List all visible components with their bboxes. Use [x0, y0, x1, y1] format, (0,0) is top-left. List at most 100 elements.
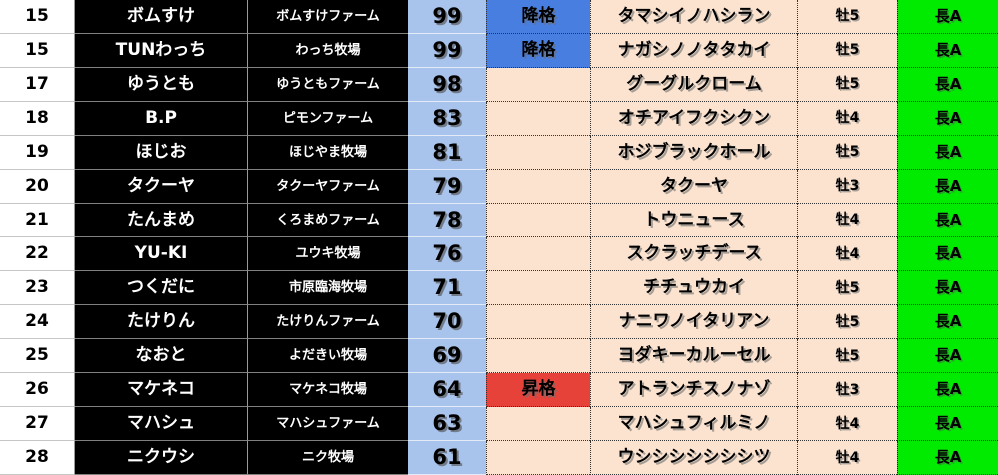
- class-cell[interactable]: 長A: [897, 0, 998, 34]
- class-cell[interactable]: 長A: [897, 33, 998, 68]
- horse-cell[interactable]: ヨダキーカルーセル: [590, 339, 797, 374]
- rank-cell[interactable]: 21: [0, 203, 75, 238]
- status-cell[interactable]: [486, 135, 590, 170]
- score-cell[interactable]: 98: [408, 67, 486, 102]
- owner-cell[interactable]: ゆうとも: [75, 67, 248, 102]
- status-cell[interactable]: [486, 339, 590, 374]
- horse-cell[interactable]: ナニワノイタリアン: [590, 305, 797, 340]
- status-cell[interactable]: [486, 67, 590, 102]
- status-cell[interactable]: [486, 441, 590, 475]
- sex-cell[interactable]: 牡5: [797, 135, 897, 170]
- rank-cell[interactable]: 20: [0, 169, 75, 204]
- farm-cell[interactable]: ピモンファーム: [248, 101, 408, 136]
- sex-cell[interactable]: 牡4: [797, 237, 897, 272]
- owner-cell[interactable]: ニクウシ: [75, 441, 248, 475]
- sex-cell[interactable]: 牡5: [797, 33, 897, 68]
- farm-cell[interactable]: ゆうともファーム: [248, 67, 408, 102]
- sex-cell[interactable]: 牡4: [797, 407, 897, 442]
- score-cell[interactable]: 61: [408, 441, 486, 475]
- owner-cell[interactable]: ボムすけ: [75, 0, 248, 34]
- rank-cell[interactable]: 15: [0, 0, 75, 34]
- score-cell[interactable]: 81: [408, 135, 486, 170]
- farm-cell[interactable]: くろまめファーム: [248, 203, 408, 238]
- owner-cell[interactable]: たんまめ: [75, 203, 248, 238]
- farm-cell[interactable]: よだきい牧場: [248, 339, 408, 374]
- sex-cell[interactable]: 牡4: [797, 101, 897, 136]
- class-cell[interactable]: 長A: [897, 305, 998, 340]
- rank-cell[interactable]: 25: [0, 339, 75, 374]
- farm-cell[interactable]: 市原臨海牧場: [248, 271, 408, 306]
- sex-cell[interactable]: 牡4: [797, 203, 897, 238]
- class-cell[interactable]: 長A: [897, 339, 998, 374]
- horse-cell[interactable]: スクラッチデース: [590, 237, 797, 272]
- rank-cell[interactable]: 22: [0, 237, 75, 272]
- score-cell[interactable]: 64: [408, 373, 486, 408]
- class-cell[interactable]: 長A: [897, 135, 998, 170]
- horse-cell[interactable]: タクーヤ: [590, 169, 797, 204]
- rank-cell[interactable]: 18: [0, 101, 75, 136]
- owner-cell[interactable]: つくだに: [75, 271, 248, 306]
- horse-cell[interactable]: グーグルクローム: [590, 67, 797, 102]
- score-cell[interactable]: 99: [408, 33, 486, 68]
- score-cell[interactable]: 69: [408, 339, 486, 374]
- rank-cell[interactable]: 23: [0, 271, 75, 306]
- farm-cell[interactable]: タクーヤファーム: [248, 169, 408, 204]
- farm-cell[interactable]: ほじやま牧場: [248, 135, 408, 170]
- score-cell[interactable]: 70: [408, 305, 486, 340]
- rank-cell[interactable]: 17: [0, 67, 75, 102]
- status-cell[interactable]: [486, 305, 590, 340]
- farm-cell[interactable]: ニク牧場: [248, 441, 408, 475]
- farm-cell[interactable]: マケネコ牧場: [248, 373, 408, 408]
- horse-cell[interactable]: オチアイフクシクン: [590, 101, 797, 136]
- horse-cell[interactable]: ウシシシシシシシツ: [590, 441, 797, 475]
- owner-cell[interactable]: マハシュ: [75, 407, 248, 442]
- rank-cell[interactable]: 19: [0, 135, 75, 170]
- farm-cell[interactable]: ユウキ牧場: [248, 237, 408, 272]
- class-cell[interactable]: 長A: [897, 441, 998, 475]
- status-cell[interactable]: [486, 237, 590, 272]
- class-cell[interactable]: 長A: [897, 271, 998, 306]
- sex-cell[interactable]: 牡5: [797, 305, 897, 340]
- sex-cell[interactable]: 牡5: [797, 339, 897, 374]
- sex-cell[interactable]: 牡4: [797, 441, 897, 475]
- class-cell[interactable]: 長A: [897, 101, 998, 136]
- farm-cell[interactable]: わっち牧場: [248, 33, 408, 68]
- status-cell[interactable]: [486, 101, 590, 136]
- sex-cell[interactable]: 牡3: [797, 373, 897, 408]
- owner-cell[interactable]: なおと: [75, 339, 248, 374]
- rank-cell[interactable]: 15: [0, 33, 75, 68]
- score-cell[interactable]: 63: [408, 407, 486, 442]
- owner-cell[interactable]: TUNわっち: [75, 33, 248, 68]
- horse-cell[interactable]: タマシイノハシラン: [590, 0, 797, 34]
- status-cell[interactable]: [486, 407, 590, 442]
- status-demote-cell[interactable]: 降格: [486, 0, 590, 34]
- score-cell[interactable]: 79: [408, 169, 486, 204]
- horse-cell[interactable]: ホジブラックホール: [590, 135, 797, 170]
- score-cell[interactable]: 99: [408, 0, 486, 34]
- score-cell[interactable]: 78: [408, 203, 486, 238]
- horse-cell[interactable]: アトランチスノナゾ: [590, 373, 797, 408]
- class-cell[interactable]: 長A: [897, 237, 998, 272]
- score-cell[interactable]: 76: [408, 237, 486, 272]
- sex-cell[interactable]: 牡3: [797, 169, 897, 204]
- status-cell[interactable]: [486, 271, 590, 306]
- rank-cell[interactable]: 28: [0, 441, 75, 475]
- sex-cell[interactable]: 牡5: [797, 0, 897, 34]
- horse-cell[interactable]: マハシュフィルミノ: [590, 407, 797, 442]
- class-cell[interactable]: 長A: [897, 67, 998, 102]
- score-cell[interactable]: 71: [408, 271, 486, 306]
- rank-cell[interactable]: 27: [0, 407, 75, 442]
- farm-cell[interactable]: たけりんファーム: [248, 305, 408, 340]
- class-cell[interactable]: 長A: [897, 203, 998, 238]
- horse-cell[interactable]: チチュウカイ: [590, 271, 797, 306]
- class-cell[interactable]: 長A: [897, 169, 998, 204]
- horse-cell[interactable]: ナガシノノタタカイ: [590, 33, 797, 68]
- sex-cell[interactable]: 牡5: [797, 67, 897, 102]
- score-cell[interactable]: 83: [408, 101, 486, 136]
- horse-cell[interactable]: トウニュース: [590, 203, 797, 238]
- rank-cell[interactable]: 24: [0, 305, 75, 340]
- farm-cell[interactable]: マハシュファーム: [248, 407, 408, 442]
- status-promote-cell[interactable]: 昇格: [486, 373, 590, 408]
- sex-cell[interactable]: 牡5: [797, 271, 897, 306]
- class-cell[interactable]: 長A: [897, 407, 998, 442]
